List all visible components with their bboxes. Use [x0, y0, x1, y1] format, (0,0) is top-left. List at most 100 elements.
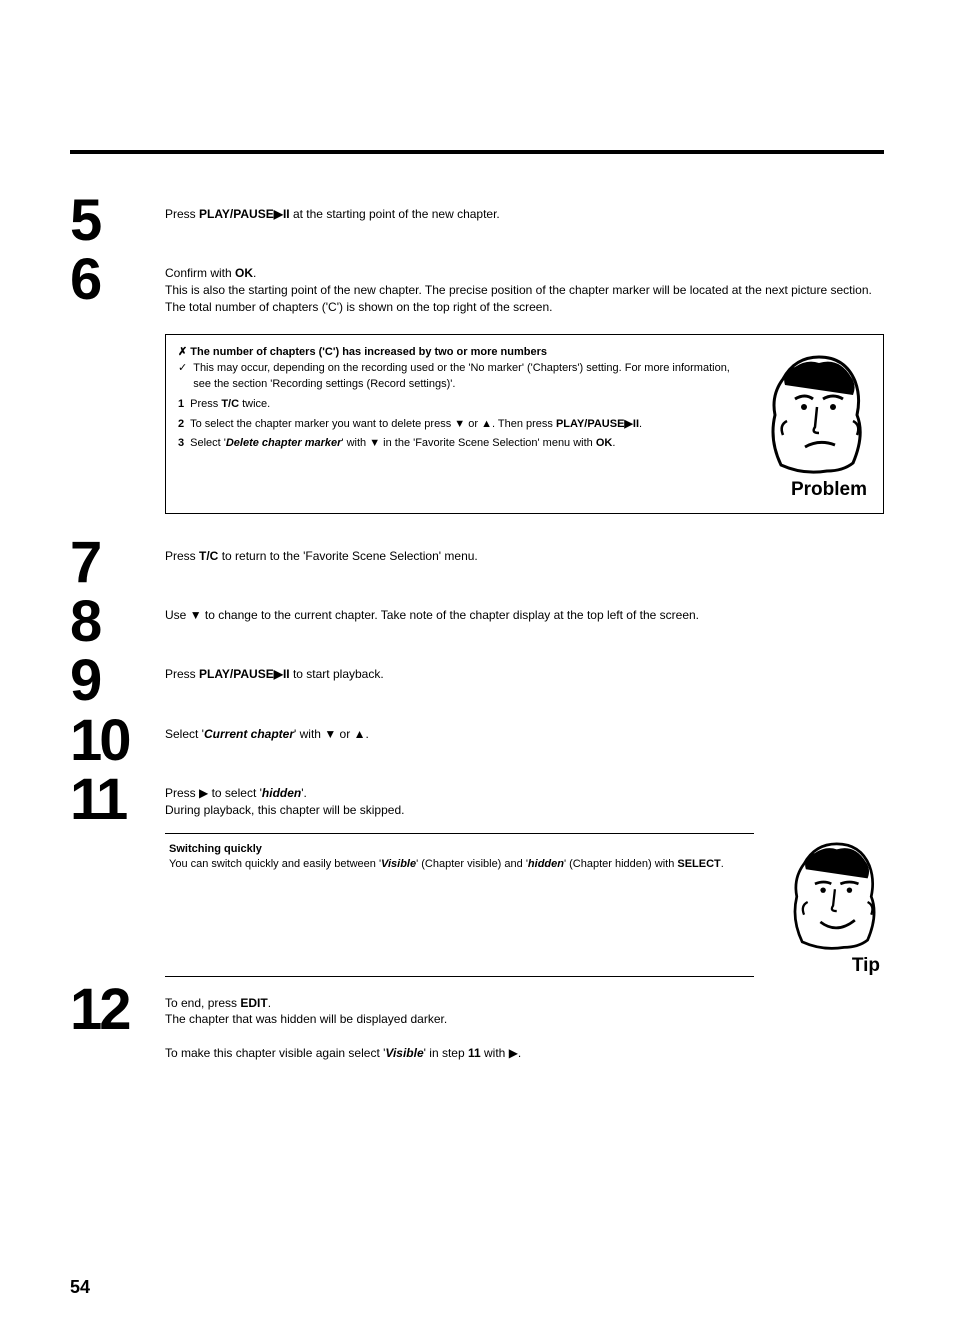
t: or — [465, 418, 481, 430]
tip-figure: Tip — [754, 833, 884, 977]
tip-label: Tip — [852, 955, 884, 977]
option-label: Delete chapter marker — [226, 437, 342, 449]
hidden-label: hidden — [528, 858, 564, 870]
step-6: 6 Confirm with OK. This is also the star… — [70, 253, 884, 315]
t: . — [268, 996, 271, 1010]
t: . — [639, 418, 642, 430]
step-9: 9 Press PLAY/PAUSE▶II to start playback. — [70, 654, 884, 707]
visible-label: Visible — [381, 858, 416, 870]
step-number: 7 — [70, 536, 165, 589]
step-number: 6 — [70, 253, 165, 306]
t: To select the chapter marker you want to… — [190, 418, 454, 430]
problem-face-icon — [761, 345, 871, 475]
t: To end, press — [165, 996, 240, 1010]
problem-step-2: 2 To select the chapter marker you want … — [178, 417, 741, 433]
problem-step-3: 3 Select 'Delete chapter marker' with ▼ … — [178, 436, 741, 452]
step-body: Select 'Current chapter' with ▼ or ▲. — [165, 714, 884, 743]
step-body: Press PLAY/PAUSE▶II at the starting poin… — [165, 194, 884, 223]
t: ' with — [341, 437, 369, 449]
t: Press — [165, 786, 199, 800]
num: 1 — [178, 397, 184, 413]
num: 3 — [178, 436, 184, 452]
num: 2 — [178, 417, 184, 433]
text: This may occur, depending on the recordi… — [193, 361, 741, 393]
t: ' (Chapter visible) and ' — [416, 858, 528, 870]
t: to select ' — [208, 786, 262, 800]
step-10: 10 Select 'Current chapter' with ▼ or ▲. — [70, 714, 884, 767]
up-icon: ▲ — [354, 727, 366, 741]
t: to return to the 'Favorite Scene Selecti… — [218, 549, 477, 563]
step-5: 5 Press PLAY/PAUSE▶II at the starting po… — [70, 194, 884, 247]
step-number: 12 — [70, 983, 165, 1036]
t: The chapter that was hidden will be disp… — [165, 1012, 447, 1026]
t: . Then press — [492, 418, 556, 430]
step-number: 8 — [70, 595, 165, 648]
problem-figure: Problem — [741, 345, 871, 501]
step-body: Confirm with OK. This is also the starti… — [165, 253, 884, 315]
page-content: 5 Press PLAY/PAUSE▶II at the starting po… — [0, 0, 954, 1108]
problem-step-1: 1 Press T/C twice. — [178, 397, 741, 413]
text: . — [253, 266, 256, 280]
t: or — [336, 727, 353, 741]
play-pause-icon: ▶II — [274, 207, 290, 221]
t: You can switch quickly and easily betwee… — [169, 858, 381, 870]
problem-title-row: ✗ The number of chapters ('C') has incre… — [178, 345, 741, 361]
step-body: Press ▶ to select 'hidden'. During playb… — [165, 773, 884, 819]
tip-callout: Switching quickly You can switch quickly… — [165, 833, 884, 977]
step-11: 11 Press ▶ to select 'hidden'. During pl… — [70, 773, 884, 826]
problem-title: The number of chapters ('C') has increas… — [190, 346, 547, 358]
t: . — [721, 858, 724, 870]
tc-label: T/C — [221, 398, 239, 410]
play-pause-icon: ▶II — [624, 418, 639, 430]
right-icon: ▶ — [509, 1046, 518, 1060]
callout-body: ✗ The number of chapters ('C') has incre… — [178, 345, 741, 501]
t: Press — [165, 549, 199, 563]
text: Confirm with — [165, 266, 235, 280]
step-number: 9 — [70, 654, 165, 707]
option-label: Current chapter — [204, 727, 294, 741]
t: with — [481, 1046, 509, 1060]
t: During playback, this chapter will be sk… — [165, 803, 404, 817]
step-body: Use ▼ to change to the current chapter. … — [165, 595, 884, 624]
tc-label: T/C — [199, 549, 218, 563]
ok-label: OK — [235, 266, 253, 280]
problem-label: Problem — [791, 479, 871, 501]
tip-body: Switching quickly You can switch quickly… — [165, 833, 754, 977]
t: . — [365, 727, 368, 741]
t: ' (Chapter hidden) with — [564, 858, 677, 870]
step-body: Press PLAY/PAUSE▶II to start playback. — [165, 654, 884, 683]
down-icon: ▼ — [454, 418, 465, 430]
step-body: Press T/C to return to the 'Favorite Sce… — [165, 536, 884, 565]
step-12: 12 To end, press EDIT. The chapter that … — [70, 983, 884, 1062]
right-icon: ▶ — [199, 786, 208, 800]
t: Select ' — [190, 437, 226, 449]
t: to start playback. — [290, 667, 384, 681]
visible-label: Visible — [385, 1046, 423, 1060]
t: Press — [190, 398, 221, 410]
x-icon: ✗ — [178, 346, 187, 358]
play-pause-icon: ▶II — [274, 667, 290, 681]
check-row: ✓ This may occur, depending on the recor… — [178, 361, 741, 393]
text: Select 'Delete chapter marker' with ▼ in… — [190, 436, 615, 452]
down-icon: ▼ — [190, 608, 202, 622]
option-label: hidden — [262, 786, 301, 800]
play-pause-label: PLAY/PAUSE — [556, 418, 624, 430]
step-7: 7 Press T/C to return to the 'Favorite S… — [70, 536, 884, 589]
t: '. — [301, 786, 307, 800]
text: Press — [165, 207, 199, 221]
down-icon: ▼ — [369, 437, 380, 449]
down-icon: ▼ — [324, 727, 336, 741]
text: Press T/C twice. — [190, 397, 270, 413]
t: To make this chapter visible again selec… — [165, 1046, 385, 1060]
top-rule — [70, 150, 884, 154]
up-icon: ▲ — [481, 418, 492, 430]
ok-label: OK — [596, 437, 613, 449]
tip-title: Switching quickly — [169, 842, 750, 858]
t: in the 'Favorite Scene Selection' menu w… — [380, 437, 596, 449]
t: . — [612, 437, 615, 449]
step-number: 10 — [70, 714, 165, 767]
problem-callout: ✗ The number of chapters ('C') has incre… — [165, 334, 884, 514]
t: Select ' — [165, 727, 204, 741]
step-ref: 11 — [468, 1046, 481, 1060]
t: . — [518, 1046, 521, 1060]
